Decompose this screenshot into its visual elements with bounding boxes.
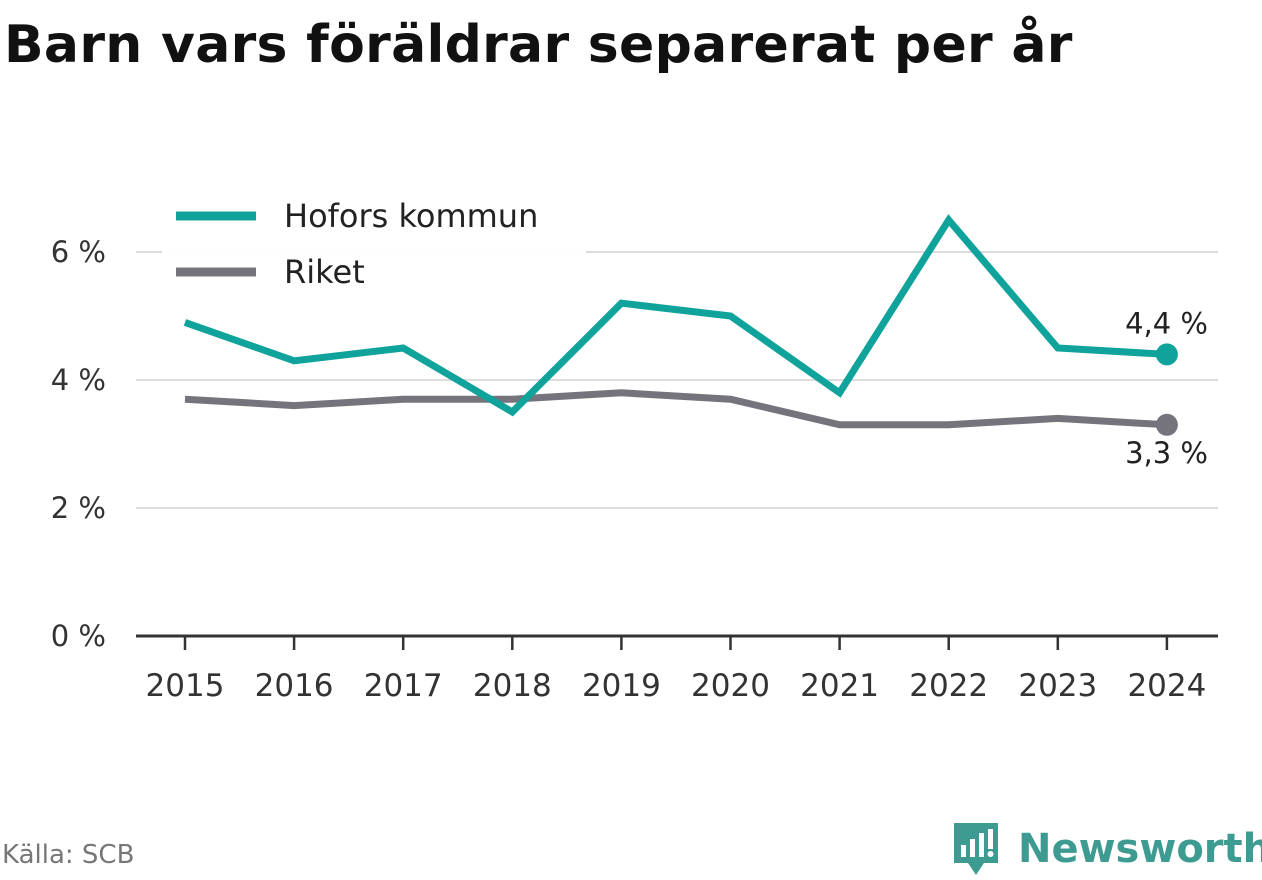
y-tick-label: 4 % bbox=[51, 363, 106, 397]
x-tick-label: 2024 bbox=[1127, 668, 1206, 704]
brand-logo: Newsworthy bbox=[950, 818, 1262, 880]
x-tick-label: 2019 bbox=[582, 668, 661, 704]
y-tick-label: 2 % bbox=[51, 491, 106, 525]
brand-name: Newsworthy bbox=[1018, 826, 1262, 872]
y-tick-label: 0 % bbox=[51, 619, 106, 653]
legend-label: Riket bbox=[284, 253, 365, 291]
series-end-marker bbox=[1155, 413, 1178, 436]
x-axis-tick-labels: 2015 2016 2017 2018 2019 2020 2021 2022 2023 2024 bbox=[146, 668, 1207, 704]
x-tick-label: 2016 bbox=[255, 668, 334, 704]
series-lines bbox=[183, 214, 1178, 436]
y-axis-tick-labels: 0 % 2 % 4 % 6 % bbox=[51, 235, 106, 653]
end-value-labels: 4,4 % 3,3 % bbox=[1125, 306, 1208, 469]
end-value-label: 4,4 % bbox=[1125, 306, 1208, 340]
series-line bbox=[183, 214, 1168, 417]
x-tick-label: 2015 bbox=[146, 668, 225, 704]
x-tick-label: 2017 bbox=[364, 668, 443, 704]
legend: Hofors kommun Riket bbox=[162, 188, 586, 291]
source-note: Källa: SCB bbox=[2, 840, 135, 870]
x-tick-label: 2018 bbox=[473, 668, 552, 704]
legend-label: Hofors kommun bbox=[284, 197, 538, 235]
x-axis bbox=[136, 634, 1218, 650]
end-value-label: 3,3 % bbox=[1125, 436, 1208, 470]
x-tick-label: 2020 bbox=[691, 668, 770, 704]
chart-title: Barn vars föräldrar separerat per år bbox=[4, 15, 1073, 75]
x-tick-label: 2021 bbox=[800, 668, 879, 704]
y-tick-label: 6 % bbox=[51, 235, 106, 269]
x-tick-label: 2023 bbox=[1018, 668, 1097, 704]
series-end-marker bbox=[1155, 343, 1178, 366]
x-tick-label: 2022 bbox=[909, 668, 988, 704]
newsworthy-logo-icon bbox=[954, 823, 998, 875]
series-line bbox=[184, 389, 1168, 429]
